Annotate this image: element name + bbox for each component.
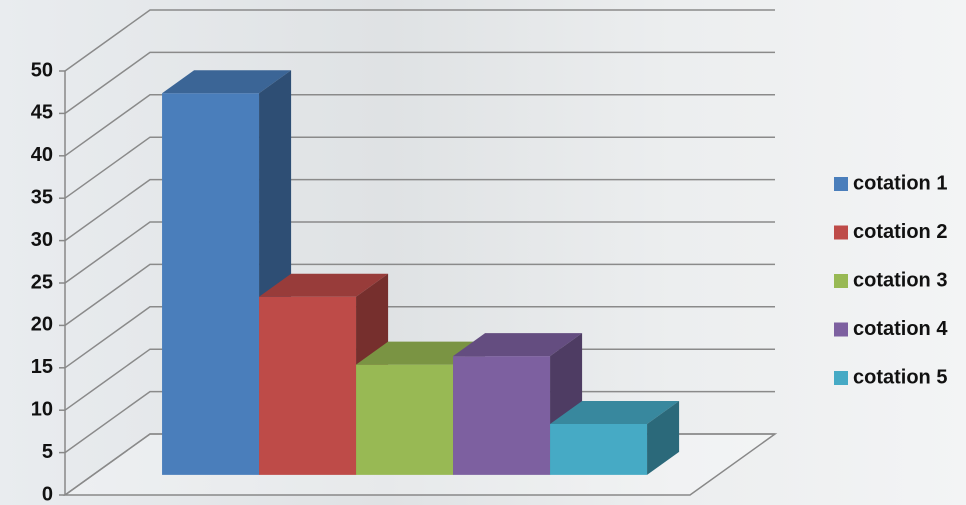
legend-swatch xyxy=(834,225,848,240)
bar-front xyxy=(162,93,260,475)
legend-label: cotation 2 xyxy=(853,221,947,243)
bar-top xyxy=(162,70,292,94)
legend-label: cotation 5 xyxy=(853,366,947,388)
grid-line xyxy=(64,263,775,327)
y-tick-label: 5 xyxy=(42,441,53,463)
grid-line xyxy=(64,136,775,199)
bar-side xyxy=(647,400,680,475)
y-tick-label: 25 xyxy=(31,271,53,293)
bar-front xyxy=(356,364,454,475)
legend-swatch xyxy=(834,274,848,288)
bar-front xyxy=(550,423,648,475)
bar-top xyxy=(453,333,583,357)
bar-top xyxy=(356,341,486,365)
grid-line xyxy=(64,221,775,284)
y-tick-label: 40 xyxy=(31,144,53,166)
legend-swatch xyxy=(834,371,848,385)
y-tick-label: 30 xyxy=(31,229,53,251)
bar-front xyxy=(453,356,551,475)
legend-swatch xyxy=(834,177,848,191)
legend-label: cotation 1 xyxy=(853,172,947,194)
legend-label: cotation 4 xyxy=(853,318,948,340)
grid-line xyxy=(64,94,775,157)
y-tick-label: 50 xyxy=(31,59,53,81)
grid-line xyxy=(64,178,775,242)
legend-label: cotation 3 xyxy=(853,269,947,291)
bar-front xyxy=(259,296,357,475)
grid-line xyxy=(64,51,775,115)
y-tick-label: 20 xyxy=(31,314,53,336)
grid-line xyxy=(64,306,775,369)
y-tick-label: 35 xyxy=(31,186,53,208)
bar-top xyxy=(550,400,680,424)
y-tick-label: 15 xyxy=(31,356,53,378)
legend-swatch xyxy=(834,322,848,337)
y-tick-label: 0 xyxy=(42,483,53,505)
grid-line xyxy=(64,9,775,72)
bar-top xyxy=(259,273,389,297)
y-tick-label: 10 xyxy=(31,398,53,420)
y-tick-label: 45 xyxy=(31,102,53,124)
